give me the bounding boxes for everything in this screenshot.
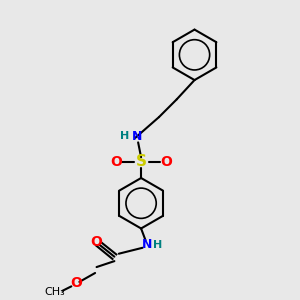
Text: O: O [110,155,122,169]
Text: O: O [70,276,82,290]
Text: H: H [120,131,129,142]
Text: H: H [153,240,162,250]
Text: O: O [91,235,103,249]
Text: O: O [160,155,172,169]
Text: N: N [131,130,142,143]
Text: CH₃: CH₃ [45,287,65,297]
Text: N: N [142,238,152,251]
Text: S: S [136,154,147,169]
